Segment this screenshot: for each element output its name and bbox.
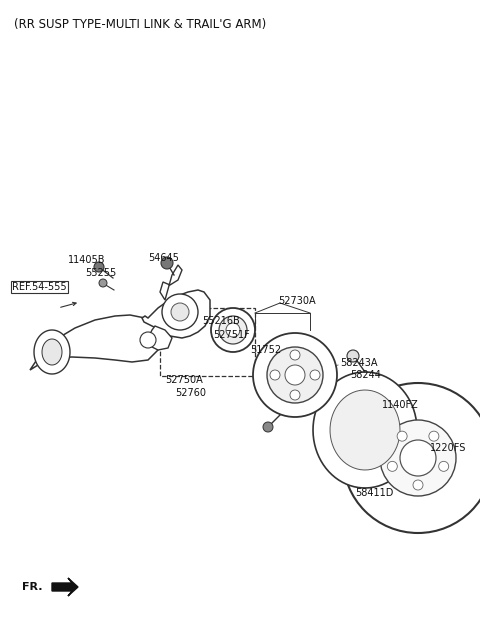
Polygon shape: [30, 315, 160, 370]
Text: FR.: FR.: [22, 582, 43, 592]
Text: 1140FZ: 1140FZ: [382, 400, 419, 410]
Text: 51752: 51752: [250, 345, 281, 355]
Circle shape: [290, 390, 300, 400]
Polygon shape: [148, 326, 172, 350]
Circle shape: [267, 347, 323, 403]
Polygon shape: [34, 330, 70, 374]
Circle shape: [219, 316, 247, 344]
Circle shape: [94, 262, 104, 272]
Circle shape: [290, 350, 300, 360]
Text: 58243A: 58243A: [340, 358, 377, 368]
Circle shape: [263, 422, 273, 432]
Text: 58244: 58244: [350, 370, 381, 380]
Text: (RR SUSP TYPE-MULTI LINK & TRAIL'G ARM): (RR SUSP TYPE-MULTI LINK & TRAIL'G ARM): [14, 18, 266, 31]
Circle shape: [140, 332, 156, 348]
Polygon shape: [142, 290, 210, 338]
Polygon shape: [330, 390, 400, 470]
Circle shape: [397, 431, 407, 441]
Circle shape: [400, 440, 436, 476]
Circle shape: [310, 370, 320, 380]
Circle shape: [387, 462, 397, 471]
Polygon shape: [313, 372, 417, 488]
Circle shape: [99, 279, 107, 287]
Text: REF.54-555: REF.54-555: [12, 282, 67, 292]
Circle shape: [253, 333, 337, 417]
Polygon shape: [160, 265, 182, 300]
Circle shape: [439, 462, 449, 471]
Polygon shape: [52, 578, 78, 596]
Text: 11405B: 11405B: [68, 255, 106, 265]
Circle shape: [347, 350, 359, 362]
Circle shape: [343, 383, 480, 533]
Circle shape: [413, 480, 423, 490]
Text: 55255: 55255: [85, 268, 116, 278]
Text: 52751F: 52751F: [213, 330, 250, 340]
Text: 54645: 54645: [148, 253, 179, 263]
Circle shape: [211, 308, 255, 352]
Circle shape: [429, 431, 439, 441]
Circle shape: [162, 294, 198, 330]
Text: 58411D: 58411D: [355, 488, 394, 498]
Circle shape: [161, 257, 173, 269]
Circle shape: [226, 323, 240, 337]
Circle shape: [285, 365, 305, 385]
Circle shape: [270, 370, 280, 380]
Text: 55216B: 55216B: [202, 316, 240, 326]
Circle shape: [380, 420, 456, 496]
Polygon shape: [42, 339, 62, 365]
Text: 1220FS: 1220FS: [430, 443, 467, 453]
Bar: [160, 308, 255, 376]
Text: 52730A: 52730A: [278, 296, 316, 306]
Text: 52750A: 52750A: [165, 375, 203, 385]
Circle shape: [171, 303, 189, 321]
Text: 52760: 52760: [175, 388, 206, 398]
